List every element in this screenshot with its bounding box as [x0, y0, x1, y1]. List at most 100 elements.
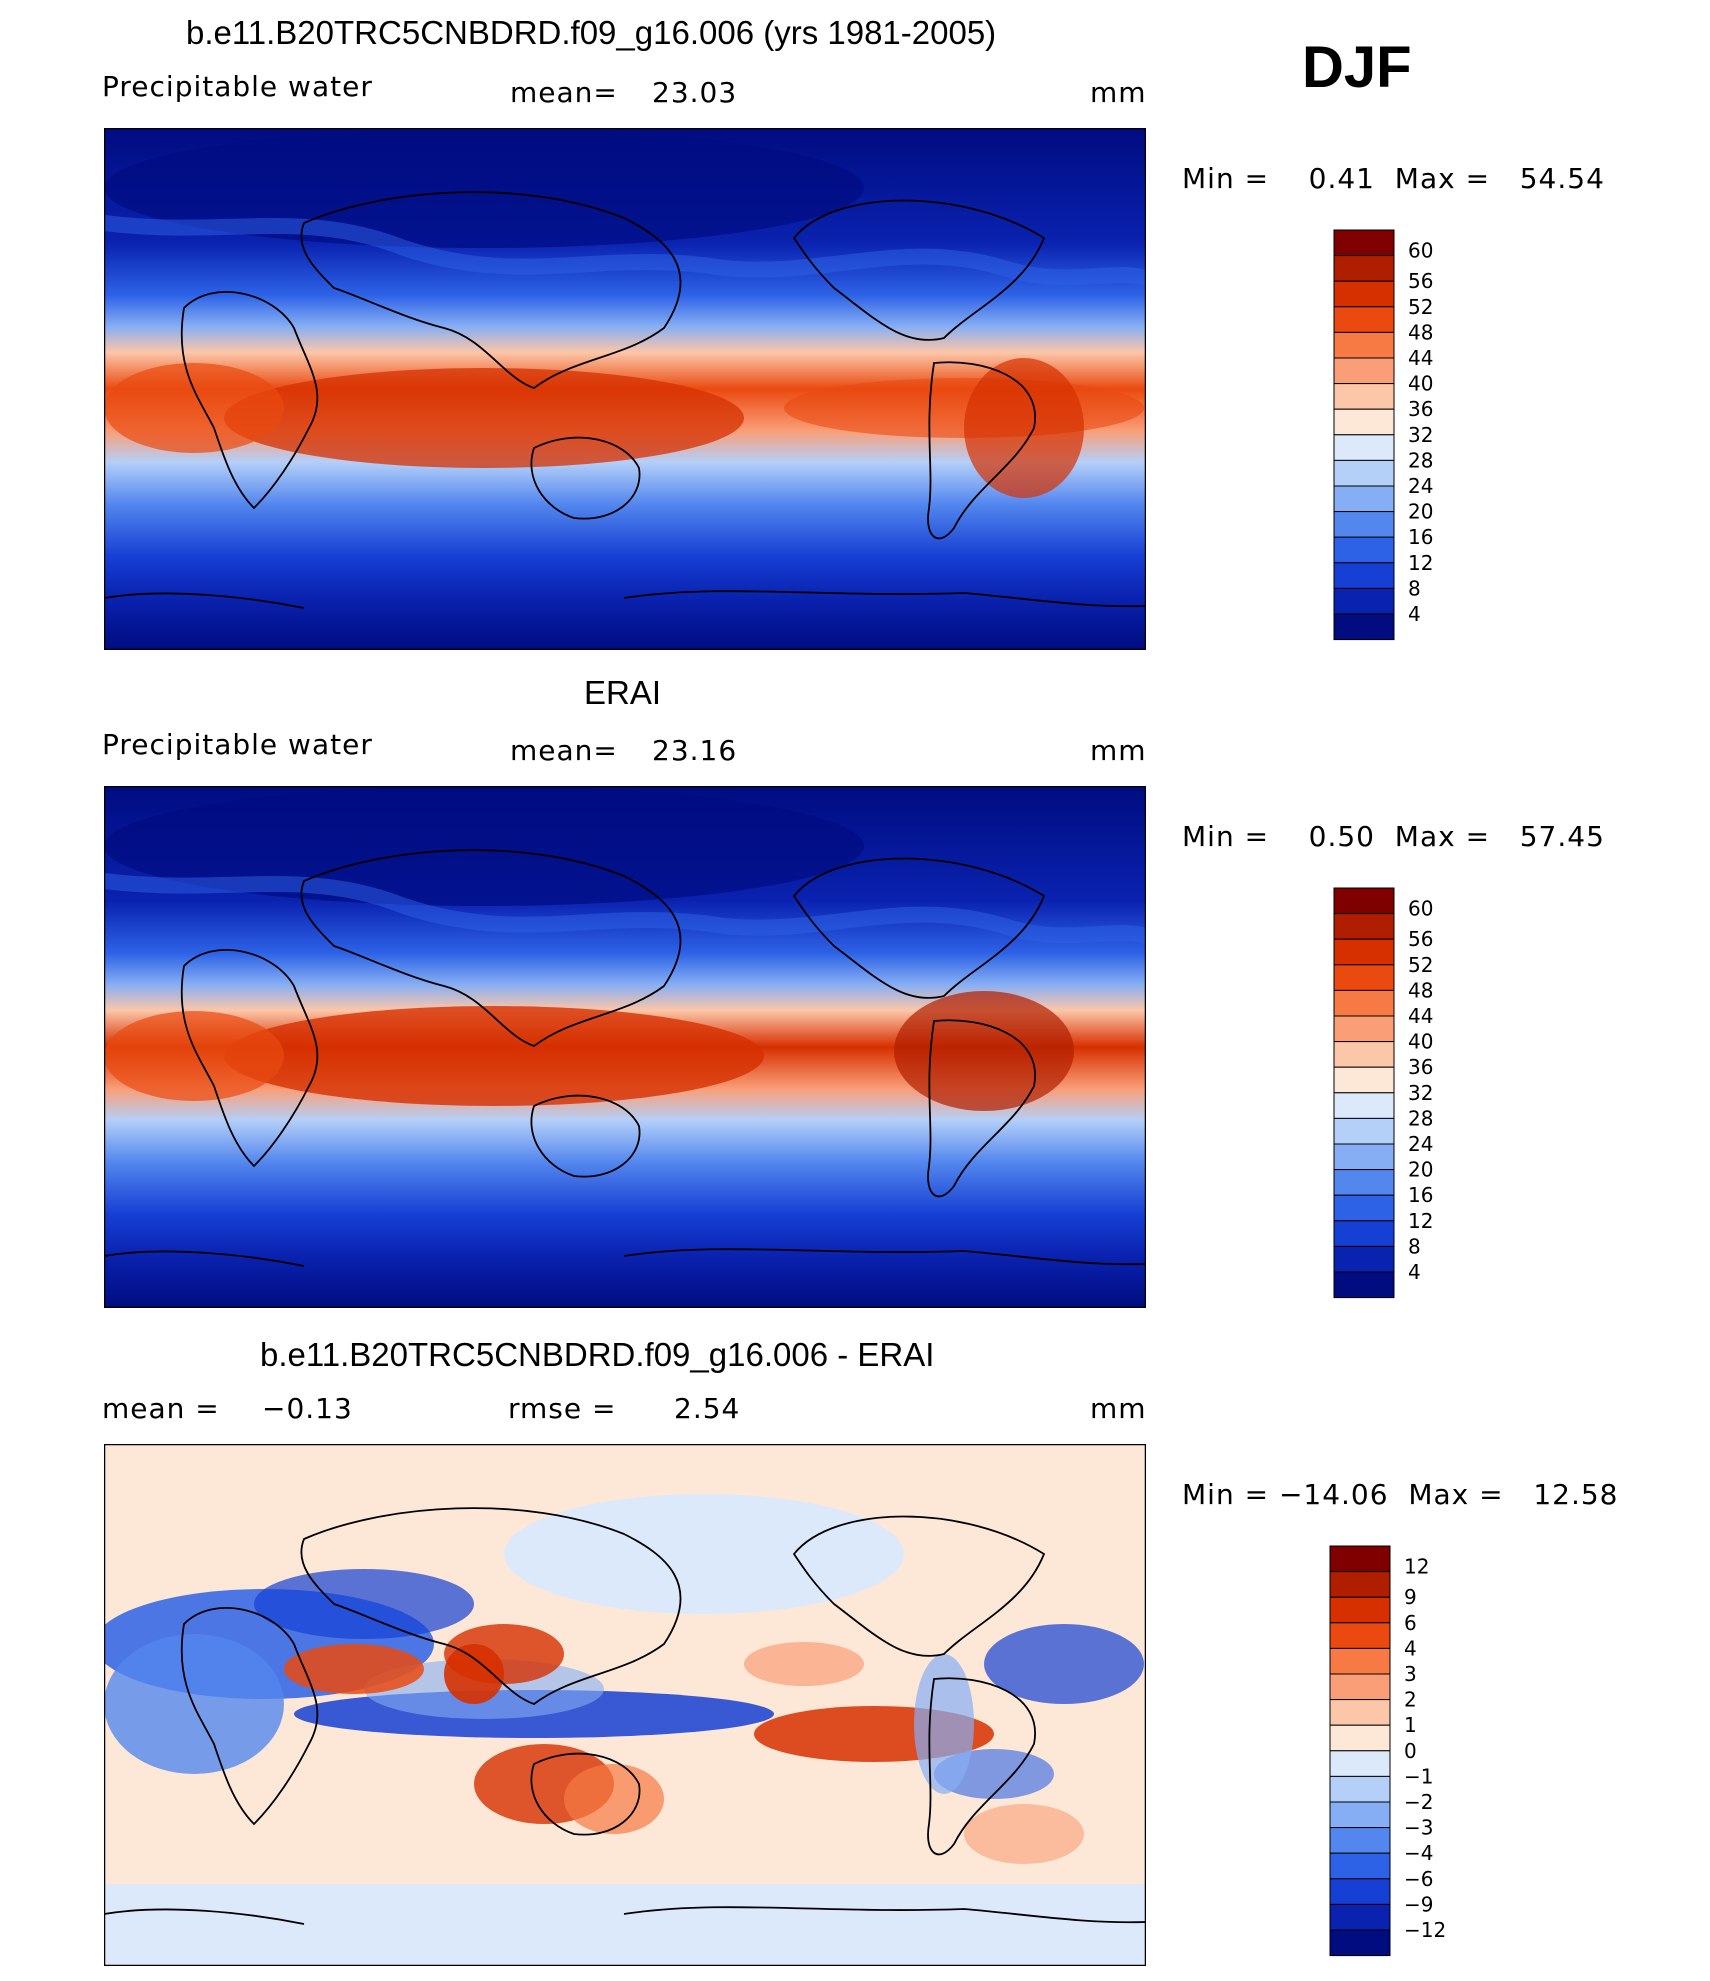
colorbar-tick-label: 52 [1408, 295, 1433, 319]
colorbar-swatch [1333, 357, 1395, 385]
colorbar-tick-label: 2 [1404, 1688, 1417, 1712]
colorbar-swatch [1333, 331, 1395, 359]
panel-2-units: mm [1090, 734, 1147, 767]
colorbar-swatch [1333, 887, 1395, 915]
colorbar-tick-label: 56 [1408, 927, 1433, 951]
colorbar-tick-label: 28 [1408, 448, 1433, 472]
panel-3-rmse-value: 2.54 [674, 1392, 741, 1425]
colorbar-swatch [1329, 1852, 1391, 1880]
colorbar-tick-label: 12 [1408, 1209, 1433, 1233]
panel-3-map [104, 1444, 1146, 1966]
colorbar-tick-label: 20 [1408, 1158, 1433, 1182]
colorbar-swatch [1333, 1066, 1395, 1094]
colorbar-tick-label: 36 [1408, 1055, 1433, 1079]
colorbar-swatch [1333, 1041, 1395, 1068]
colorbar-swatch [1333, 1220, 1395, 1247]
colorbar-swatch [1333, 1143, 1395, 1171]
colorbar-swatch [1329, 1622, 1391, 1649]
colorbar-tick-label: 12 [1408, 551, 1433, 575]
colorbar-tick-label: 28 [1408, 1106, 1433, 1130]
colorbar-swatch [1333, 485, 1395, 513]
panel-3-mean-value: −0.13 [262, 1392, 353, 1425]
colorbar-swatch [1333, 536, 1395, 564]
colorbar-tick-label: 6 [1404, 1611, 1417, 1635]
panel-2-minmax: Min = 0.50 Max = 57.45 [1182, 820, 1605, 853]
colorbar-tick-label: 4 [1408, 1260, 1421, 1284]
colorbar-swatch [1333, 434, 1395, 461]
panel-1-mean-value: 23.03 [652, 76, 738, 109]
colorbar-tick-label: −12 [1404, 1918, 1446, 1942]
colorbar-swatch [1333, 229, 1395, 257]
colorbar-swatch [1333, 913, 1395, 940]
panel-1-units: mm [1090, 76, 1147, 109]
colorbar-tick-label: 16 [1408, 525, 1433, 549]
colorbar-swatch [1333, 964, 1395, 991]
colorbar-tick-label: 12 [1404, 1555, 1429, 1579]
colorbar-swatch [1329, 1596, 1391, 1624]
colorbar-tick-label: 8 [1408, 1234, 1421, 1258]
colorbar-tick-label: 16 [1408, 1183, 1433, 1207]
colorbar-swatch [1333, 1245, 1395, 1273]
colorbar-swatch [1329, 1878, 1391, 1905]
colorbar-swatch [1329, 1647, 1391, 1675]
colorbar-swatch [1329, 1903, 1391, 1931]
colorbar-tick-label: 56 [1408, 269, 1433, 293]
colorbar-swatch [1333, 280, 1395, 308]
colorbar-swatch [1333, 1271, 1395, 1299]
colorbar-tick-label: −3 [1404, 1816, 1433, 1840]
panel-2-mean-label: mean= [510, 734, 618, 767]
panel-2-title: ERAI [584, 674, 662, 711]
colorbar-tick-label: 4 [1404, 1636, 1417, 1660]
colorbar-tick-label: 32 [1408, 1081, 1433, 1105]
colorbar-tick-label: −1 [1404, 1764, 1433, 1788]
colorbar-tick-label: 44 [1408, 346, 1433, 370]
colorbar-swatch [1333, 1117, 1395, 1145]
colorbar-tick-label: 40 [1408, 372, 1433, 396]
colorbar-tick-label: −4 [1404, 1841, 1433, 1865]
colorbar-swatch [1333, 459, 1395, 487]
colorbar-tick-label: 44 [1408, 1004, 1433, 1028]
colorbar-tick-label: 8 [1408, 576, 1421, 600]
colorbar-swatch [1333, 989, 1395, 1017]
colorbar-tick-label: 20 [1408, 500, 1433, 524]
colorbar-swatch [1329, 1724, 1391, 1752]
colorbar-swatch [1333, 383, 1395, 410]
colorbar-tick-label: −2 [1404, 1790, 1433, 1814]
colorbar-swatch [1329, 1929, 1391, 1957]
colorbar-tick-label: 0 [1404, 1739, 1417, 1763]
colorbar-swatch [1333, 306, 1395, 333]
colorbar-tick-label: 9 [1404, 1585, 1417, 1609]
colorbar-swatch [1333, 587, 1395, 615]
colorbar-swatch [1329, 1775, 1391, 1803]
panel-1-title: b.e11.B20TRC5CNBDRD.f09_g16.006 (yrs 198… [186, 14, 997, 51]
colorbar-tick-label: −9 [1404, 1892, 1433, 1916]
panel-1-map [104, 128, 1146, 650]
colorbar-swatch [1329, 1571, 1391, 1598]
colorbar-swatch [1329, 1699, 1391, 1726]
colorbar-tick-label: 4 [1408, 602, 1421, 626]
colorbar-swatch [1329, 1801, 1391, 1829]
panel-2-variable: Precipitable water [102, 728, 373, 761]
colorbar-swatch [1333, 1169, 1395, 1196]
colorbar-tick-label: 3 [1404, 1662, 1417, 1686]
colorbar-swatch [1333, 255, 1395, 282]
colorbar-swatch [1333, 408, 1395, 436]
colorbar-tick-label: 24 [1408, 1132, 1433, 1156]
colorbar-tick-label: 48 [1408, 978, 1433, 1002]
colorbar-swatch [1333, 1015, 1395, 1043]
colorbar-swatch [1333, 1194, 1395, 1222]
panel-2-map [104, 786, 1146, 1308]
colorbar-tick-label: 60 [1408, 897, 1433, 921]
colorbar-swatch [1329, 1673, 1391, 1701]
colorbar-swatch [1333, 938, 1395, 966]
colorbar-tick-label: 40 [1408, 1030, 1433, 1054]
panel-3-minmax: Min = −14.06 Max = 12.58 [1182, 1478, 1619, 1511]
panel-3-title: b.e11.B20TRC5CNBDRD.f09_g16.006 - ERAI [260, 1336, 935, 1373]
colorbar-swatch [1329, 1545, 1391, 1573]
panel-3-units: mm [1090, 1392, 1147, 1425]
colorbar-tick-label: 60 [1408, 239, 1433, 263]
panel-1-mean-label: mean= [510, 76, 618, 109]
colorbar-tick-label: −6 [1404, 1867, 1433, 1891]
